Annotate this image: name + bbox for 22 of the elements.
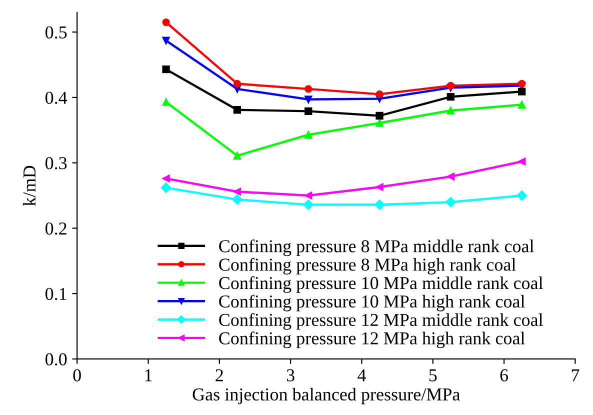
y-tick-label: 0.4 — [45, 92, 68, 104]
y-axis-title: k/mD — [22, 166, 36, 206]
x-tick-label: 3 — [286, 369, 294, 382]
x-tick-label: 2 — [216, 369, 223, 382]
y-tick-label: 0.2 — [45, 222, 66, 235]
legend-label: Confining pressure 12 MPa middle rank coal — [219, 313, 543, 330]
x-tick-label: 7 — [572, 369, 580, 382]
y-tick-label: 0.0 — [45, 353, 67, 366]
legend-label: Confining pressure 10 MPa middle rank coal — [219, 276, 543, 293]
legend-label: Confining pressure 12 MPa high rank coal — [219, 332, 525, 348]
x-tick-label: 0 — [73, 369, 81, 382]
x-tick-label: 6 — [500, 369, 508, 382]
y-tick-label: 0.3 — [45, 157, 67, 170]
x-axis-title: Gas injection balanced pressure/MPa — [192, 388, 460, 404]
x-tick-label: 1 — [145, 369, 152, 382]
legend-label: Confining pressure 10 MPa high rank coal — [219, 294, 525, 312]
x-tick-label: 4 — [358, 369, 366, 382]
legend-label: Confining pressure 8 MPa high rank coal — [219, 258, 516, 274]
y-tick-label: 0.5 — [45, 26, 67, 39]
y-tick-label: 0.1 — [45, 288, 66, 300]
legend-label: Confining pressure 8 MPa middle rank coal — [219, 239, 534, 256]
x-tick-label: 5 — [429, 369, 437, 382]
